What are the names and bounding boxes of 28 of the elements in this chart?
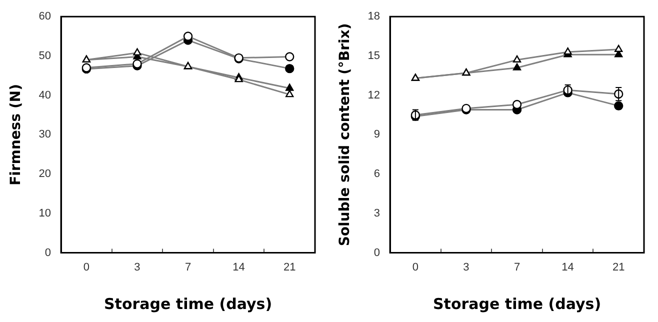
- x-tick-label: 14: [232, 261, 245, 274]
- y-axis-title: Soluble solid content (°Brix): [337, 23, 354, 246]
- y-tick-label: 6: [374, 168, 380, 180]
- y-tick-label: 0: [374, 246, 380, 259]
- x-tick-label: 3: [134, 261, 140, 274]
- x-tick-label: 14: [562, 261, 574, 274]
- y-tick-label: 18: [368, 10, 380, 23]
- y-tick-label: 20: [38, 168, 52, 180]
- y-tick-label: 15: [368, 50, 380, 62]
- x-tick-label: 21: [283, 261, 296, 274]
- y-tick-label: 9: [374, 128, 380, 141]
- x-tick-label: 0: [83, 261, 90, 274]
- x-tick-label: 21: [612, 261, 625, 274]
- y-tick-label: 3: [374, 207, 380, 220]
- x-axis-title: Storage time (days): [432, 294, 602, 313]
- y-tick-label: 12: [368, 89, 380, 102]
- x-tick-label: 3: [463, 261, 470, 274]
- x-tick-label: 7: [514, 261, 520, 274]
- y-axis-title: Firmness (N): [8, 84, 24, 186]
- y-tick-label: 10: [38, 207, 52, 220]
- y-tick-label: 40: [38, 89, 52, 102]
- y-tick-label: 60: [38, 10, 52, 23]
- y-tick-label: 0: [44, 246, 52, 259]
- y-tick-label: 50: [38, 50, 52, 62]
- x-axis-title: Storage time (days): [104, 294, 272, 313]
- y-tick-label: 30: [38, 128, 52, 141]
- x-tick-label: 7: [184, 261, 192, 274]
- x-tick-label: 0: [412, 261, 418, 274]
